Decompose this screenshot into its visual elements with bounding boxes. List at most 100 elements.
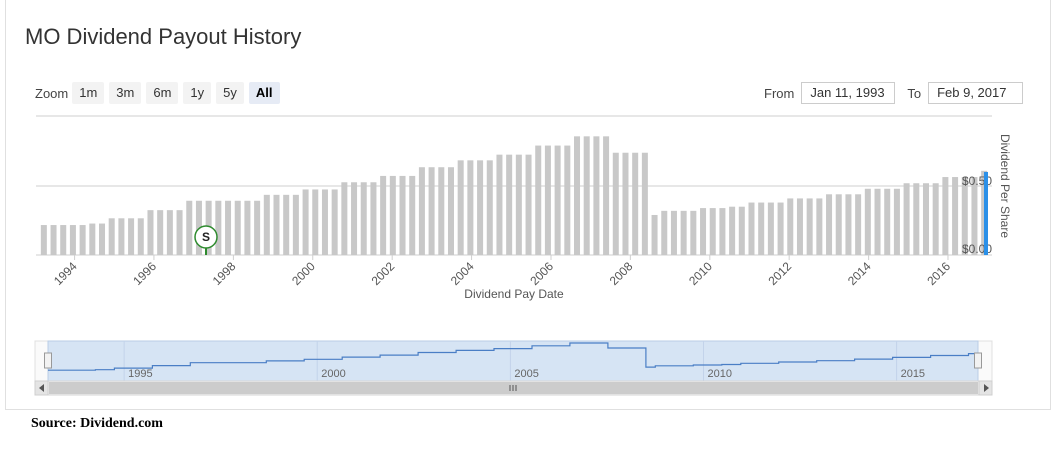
x-tick-label: 2008 [607, 259, 636, 288]
page-title: MO Dividend Payout History [25, 24, 302, 49]
scroll-right-arrow-icon [984, 384, 989, 392]
dividend-bar [341, 182, 348, 255]
dividend-bar [166, 210, 173, 255]
dividend-bar [767, 202, 774, 255]
date-range-selector: From Jan 11, 1993 To Feb 9, 2017 [764, 82, 1024, 104]
dividend-bar [593, 136, 600, 255]
zoom-1y-button[interactable]: 1y [183, 82, 212, 104]
dividend-bar [254, 200, 261, 255]
dividend-bar [932, 183, 939, 255]
dividend-bar [700, 208, 707, 255]
dividend-bar [496, 154, 503, 255]
dividend-bar [564, 145, 571, 255]
dividend-bar [370, 182, 377, 255]
dividend-bar [583, 136, 590, 255]
dividend-bar [312, 189, 319, 255]
dividend-bar [942, 177, 949, 255]
dividend-bar [447, 167, 454, 255]
x-tick-label: 2006 [527, 259, 556, 288]
dividend-bar [719, 208, 726, 255]
navigator-series-line [48, 342, 978, 371]
zoom-label: Zoom [35, 85, 69, 101]
dividend-bar [913, 183, 920, 255]
dividend-bar [467, 160, 474, 255]
dividend-bar [961, 177, 968, 255]
scroll-left-arrow-icon [39, 384, 44, 392]
dividend-bar [574, 136, 581, 255]
dividend-bar [225, 200, 232, 255]
split-marker[interactable] [194, 225, 218, 249]
dividend-bar [438, 167, 445, 255]
dividend-bar [273, 194, 280, 255]
dividend-bar [864, 188, 871, 255]
dividend-bar [826, 194, 833, 255]
zoom-5y-button[interactable]: 5y [216, 82, 244, 104]
dividend-bar [632, 152, 639, 255]
zoom-all-button[interactable]: All [248, 82, 280, 104]
dividend-bar [777, 202, 784, 255]
dividend-bar [331, 189, 338, 255]
navigator-left-handle[interactable] [44, 352, 52, 369]
dividend-bar [748, 202, 755, 255]
dividend-bar [418, 167, 425, 255]
dividend-bar [137, 218, 144, 255]
dividend-bar [176, 210, 183, 255]
dividend-bar [79, 225, 86, 255]
dividend-bar [680, 210, 687, 255]
from-label: From [764, 85, 795, 101]
dividend-bar [380, 175, 387, 255]
dividend-bar [515, 154, 522, 255]
dividend-bar [855, 194, 862, 255]
zoom-1m-button[interactable]: 1m [72, 82, 105, 104]
dividend-bar [69, 225, 76, 255]
x-tick-label: 2000 [289, 259, 318, 288]
dividend-bar [651, 214, 658, 255]
dividend-bar [544, 145, 551, 255]
dividend-bars [40, 136, 988, 255]
dividend-bar [283, 194, 290, 255]
zoom-6m-button[interactable]: 6m [146, 82, 179, 104]
dividend-bar [506, 154, 513, 255]
from-date-input[interactable]: Jan 11, 1993 [801, 82, 896, 104]
dividend-bar [738, 206, 745, 255]
split-marker-label: S [202, 230, 210, 244]
zoom-3m-button[interactable]: 3m [109, 82, 142, 104]
dividend-bar [157, 210, 164, 255]
x-tick-label: 2014 [845, 259, 874, 288]
dividend-bar [806, 198, 813, 255]
dividend-bar [661, 210, 668, 255]
dividend-bar [641, 152, 648, 255]
dividend-bar [292, 194, 299, 255]
dividend-bar [147, 210, 154, 255]
dividend-bar [351, 182, 358, 255]
x-axis-title: Dividend Pay Date [464, 287, 564, 301]
dividend-bar [389, 175, 396, 255]
navigator-right-handle[interactable] [974, 352, 982, 369]
dividend-bar [457, 160, 464, 255]
to-date-input[interactable]: Feb 9, 2017 [928, 82, 1024, 104]
dividend-bar [903, 183, 910, 255]
navigator-tick-label: 2005 [514, 368, 538, 380]
navigator-tick-label: 2000 [321, 368, 345, 380]
dividend-bar [603, 136, 610, 255]
dividend-bar [525, 154, 532, 255]
dividend-bar [486, 160, 493, 255]
dividend-bar [796, 198, 803, 255]
dividend-bar [971, 177, 978, 255]
x-tick-label: 2010 [686, 259, 715, 288]
x-tick-label: 2004 [448, 259, 477, 288]
dividend-bar [128, 218, 135, 255]
navigator-tick-label: 2010 [707, 368, 731, 380]
dividend-bar [302, 189, 309, 255]
dividend-bar [50, 225, 57, 255]
dividend-bar [690, 210, 697, 255]
dividend-bar [118, 218, 125, 255]
dividend-bar [729, 206, 736, 255]
dividend-bar [893, 188, 900, 255]
dividend-bar [428, 167, 435, 255]
x-tick-label: 2016 [924, 259, 953, 288]
axes: 1994 1996 1998 2000 2002 2004 2006 2008 2010 2012… [51, 134, 1012, 301]
split-markers: S [194, 225, 218, 255]
source-note: Source: Dividend.com [31, 416, 163, 431]
dividend-bar [758, 202, 765, 255]
